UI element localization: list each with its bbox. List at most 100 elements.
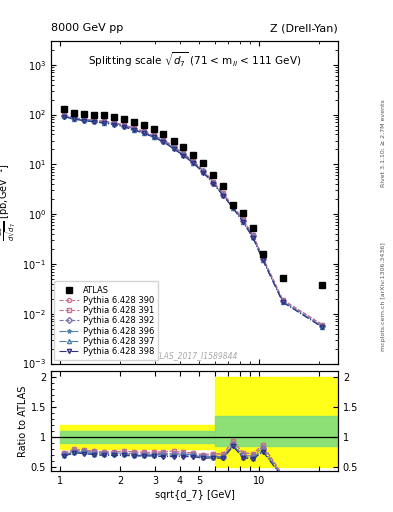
Pythia 6.428 392 <box>82 117 86 123</box>
Pythia 6.428 391 <box>101 118 106 124</box>
Pythia 6.428 397 <box>161 138 166 144</box>
Pythia 6.428 390 <box>62 112 67 118</box>
Pythia 6.428 397 <box>211 180 216 186</box>
Pythia 6.428 390 <box>261 254 265 261</box>
Pythia 6.428 396 <box>251 234 255 240</box>
Pythia 6.428 396 <box>121 123 126 130</box>
Pythia 6.428 390 <box>92 117 96 123</box>
Pythia 6.428 391 <box>92 117 96 123</box>
ATLAS <box>131 119 136 125</box>
Pythia 6.428 398 <box>261 257 265 263</box>
Pythia 6.428 396 <box>320 324 325 330</box>
ATLAS <box>231 202 235 208</box>
ATLAS <box>121 116 126 122</box>
Pythia 6.428 391 <box>82 116 86 122</box>
Pythia 6.428 396 <box>111 121 116 127</box>
Pythia 6.428 398 <box>181 153 186 159</box>
Pythia 6.428 390 <box>82 116 86 122</box>
Pythia 6.428 397 <box>92 118 96 124</box>
Pythia 6.428 398 <box>161 139 166 145</box>
Pythia 6.428 397 <box>82 117 86 123</box>
Line: Pythia 6.428 390: Pythia 6.428 390 <box>62 113 325 327</box>
Pythia 6.428 398 <box>62 114 67 120</box>
ATLAS <box>221 183 226 189</box>
Pythia 6.428 390 <box>221 190 226 197</box>
Pythia 6.428 390 <box>320 322 325 328</box>
Pythia 6.428 397 <box>231 205 235 211</box>
ATLAS <box>211 172 216 178</box>
Pythia 6.428 397 <box>62 113 67 119</box>
Pythia 6.428 396 <box>82 117 86 123</box>
Pythia 6.428 391 <box>201 167 206 174</box>
ATLAS <box>82 111 86 117</box>
Pythia 6.428 391 <box>320 322 325 328</box>
Pythia 6.428 392 <box>101 119 106 125</box>
Pythia 6.428 396 <box>191 160 196 166</box>
Pythia 6.428 396 <box>221 192 226 198</box>
Pythia 6.428 391 <box>131 125 136 131</box>
Pythia 6.428 391 <box>151 133 156 139</box>
Pythia 6.428 390 <box>280 297 285 303</box>
Pythia 6.428 391 <box>171 143 176 150</box>
Pythia 6.428 398 <box>231 205 235 211</box>
Pythia 6.428 391 <box>62 112 67 118</box>
Pythia 6.428 397 <box>280 298 285 305</box>
Pythia 6.428 391 <box>251 232 255 238</box>
Pythia 6.428 396 <box>280 298 285 305</box>
Pythia 6.428 390 <box>101 118 106 124</box>
Pythia 6.428 397 <box>171 145 176 152</box>
ATLAS <box>161 131 166 137</box>
Y-axis label: Ratio to ATLAS: Ratio to ATLAS <box>18 386 28 457</box>
Text: 8000 GeV pp: 8000 GeV pp <box>51 23 123 33</box>
Pythia 6.428 391 <box>211 179 216 185</box>
Pythia 6.428 390 <box>251 232 255 238</box>
Line: Pythia 6.428 391: Pythia 6.428 391 <box>62 113 325 327</box>
ATLAS <box>101 112 106 118</box>
ATLAS <box>241 210 245 216</box>
Pythia 6.428 392 <box>62 113 67 119</box>
Pythia 6.428 397 <box>72 116 77 122</box>
Line: ATLAS: ATLAS <box>61 105 326 289</box>
Pythia 6.428 391 <box>181 151 186 157</box>
Pythia 6.428 396 <box>141 130 146 136</box>
Text: Splitting scale $\sqrt{d_7}$ (71 < m$_{ll}$ < 111 GeV): Splitting scale $\sqrt{d_7}$ (71 < m$_{l… <box>88 51 301 70</box>
Pythia 6.428 391 <box>161 137 166 143</box>
Pythia 6.428 396 <box>171 145 176 152</box>
Pythia 6.428 396 <box>181 152 186 158</box>
Line: Pythia 6.428 397: Pythia 6.428 397 <box>62 114 325 329</box>
Pythia 6.428 392 <box>241 218 245 224</box>
Pythia 6.428 392 <box>320 323 325 329</box>
Y-axis label: $\frac{d\sigma}{d\sqrt{d_7}}$ [pb,GeV$^{-1}$]: $\frac{d\sigma}{d\sqrt{d_7}}$ [pb,GeV$^{… <box>0 163 20 241</box>
Pythia 6.428 390 <box>151 133 156 139</box>
Pythia 6.428 396 <box>92 118 96 124</box>
Pythia 6.428 396 <box>241 219 245 225</box>
Pythia 6.428 390 <box>181 151 186 157</box>
Text: mcplots.cern.ch [arXiv:1306.3436]: mcplots.cern.ch [arXiv:1306.3436] <box>381 243 386 351</box>
ATLAS <box>111 114 116 120</box>
Pythia 6.428 398 <box>101 120 106 126</box>
Pythia 6.428 390 <box>161 137 166 143</box>
Pythia 6.428 398 <box>211 181 216 187</box>
ATLAS <box>181 144 186 151</box>
ATLAS <box>72 110 77 116</box>
Pythia 6.428 392 <box>251 233 255 239</box>
Pythia 6.428 398 <box>171 146 176 152</box>
Pythia 6.428 390 <box>111 120 116 126</box>
Pythia 6.428 396 <box>72 116 77 122</box>
Pythia 6.428 398 <box>111 121 116 127</box>
Pythia 6.428 398 <box>241 219 245 225</box>
Pythia 6.428 398 <box>280 299 285 305</box>
Pythia 6.428 392 <box>121 122 126 129</box>
Pythia 6.428 392 <box>261 255 265 262</box>
Pythia 6.428 392 <box>151 133 156 139</box>
Pythia 6.428 390 <box>201 167 206 174</box>
Text: ATLAS_2017_I1589844: ATLAS_2017_I1589844 <box>151 351 238 360</box>
Pythia 6.428 392 <box>131 125 136 132</box>
ATLAS <box>151 126 156 132</box>
Pythia 6.428 391 <box>241 217 245 223</box>
Pythia 6.428 397 <box>320 324 325 330</box>
Pythia 6.428 392 <box>221 191 226 198</box>
ATLAS <box>141 122 146 129</box>
ATLAS <box>251 225 255 231</box>
Pythia 6.428 391 <box>72 115 77 121</box>
